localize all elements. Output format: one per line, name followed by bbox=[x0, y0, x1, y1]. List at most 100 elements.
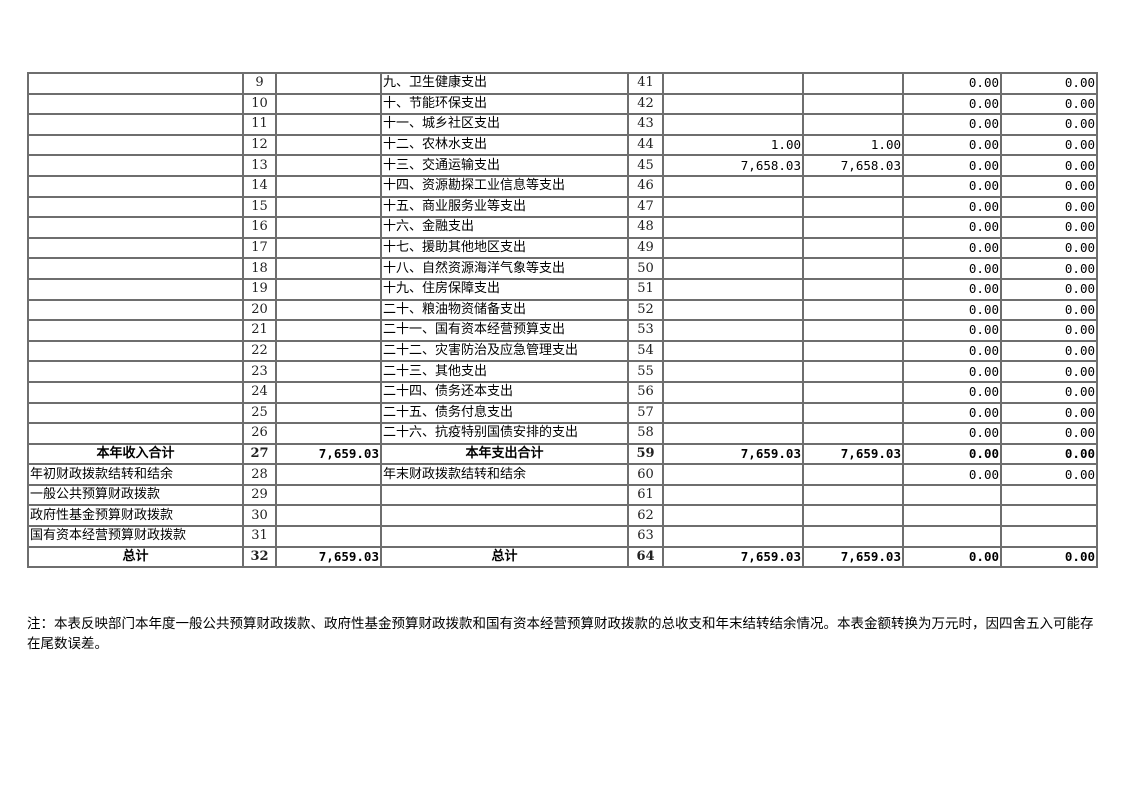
expense-col-4-cell: 0.00 bbox=[1000, 380, 1098, 404]
expense-item-cell: 十六、金融支出 bbox=[380, 216, 629, 239]
income-line-no-cell: 21 bbox=[242, 319, 277, 342]
expense-line-no-cell: 42 bbox=[627, 92, 664, 116]
income-item-cell bbox=[27, 422, 244, 445]
income-item-cell bbox=[27, 174, 244, 198]
income-line-no-cell: 32 bbox=[242, 545, 277, 569]
expense-col-2-cell bbox=[802, 380, 904, 404]
income-amount-cell bbox=[275, 380, 382, 404]
expense-item-cell bbox=[380, 483, 629, 507]
expense-item-cell: 十二、农林水支出 bbox=[380, 133, 629, 157]
expense-line-no-cell: 46 bbox=[627, 174, 664, 198]
table-row: 25 二十五、债务付息支出 57 0.00 0.00 bbox=[27, 401, 1098, 425]
income-item-cell: 一般公共预算财政拨款 bbox=[27, 483, 244, 507]
expense-col-2-cell bbox=[802, 195, 904, 219]
expense-col-4-cell: 0.00 bbox=[1000, 339, 1098, 363]
expense-line-no-cell: 59 bbox=[627, 442, 664, 466]
expense-col-2-cell bbox=[802, 298, 904, 322]
income-item-cell bbox=[27, 195, 244, 219]
expense-total-cell bbox=[662, 380, 804, 404]
expense-col-2-cell: 7,659.03 bbox=[802, 545, 904, 569]
income-amount-cell: 7,659.03 bbox=[275, 545, 382, 569]
income-amount-cell bbox=[275, 401, 382, 425]
expense-total-cell: 7,659.03 bbox=[662, 442, 804, 466]
expense-col-2-cell bbox=[802, 504, 904, 528]
expense-line-no-cell: 47 bbox=[627, 195, 664, 219]
expense-col-4-cell: 0.00 bbox=[1000, 401, 1098, 425]
income-item-cell bbox=[27, 257, 244, 280]
expense-line-no-cell: 60 bbox=[627, 463, 664, 486]
income-amount-cell bbox=[275, 319, 382, 342]
expense-col-3-cell: 0.00 bbox=[902, 216, 1002, 239]
expense-col-3-cell: 0.00 bbox=[902, 277, 1002, 301]
expense-item-cell: 二十五、债务付息支出 bbox=[380, 401, 629, 425]
income-amount-cell bbox=[275, 504, 382, 528]
income-item-cell: 总计 bbox=[27, 545, 244, 569]
table-row: 年初财政拨款结转和结余 28 年末财政拨款结转和结余 60 0.00 0.00 bbox=[27, 463, 1098, 486]
expense-col-3-cell: 0.00 bbox=[902, 174, 1002, 198]
expense-line-no-cell: 44 bbox=[627, 133, 664, 157]
expense-item-cell: 年末财政拨款结转和结余 bbox=[380, 463, 629, 486]
expense-total-cell bbox=[662, 113, 804, 136]
expense-item-cell: 二十四、债务还本支出 bbox=[380, 380, 629, 404]
expense-col-3-cell: 0.00 bbox=[902, 319, 1002, 342]
income-item-cell bbox=[27, 113, 244, 136]
income-amount-cell bbox=[275, 216, 382, 239]
expense-item-cell: 十三、交通运输支出 bbox=[380, 154, 629, 177]
income-line-no-cell: 22 bbox=[242, 339, 277, 363]
table-row: 22 二十二、灾害防治及应急管理支出 54 0.00 0.00 bbox=[27, 339, 1098, 363]
expense-col-4-cell: 0.00 bbox=[1000, 72, 1098, 95]
table-row: 10 十、节能环保支出 42 0.00 0.00 bbox=[27, 92, 1098, 116]
expense-col-4-cell: 0.00 bbox=[1000, 113, 1098, 136]
expense-item-cell: 二十六、抗疫特别国债安排的支出 bbox=[380, 422, 629, 445]
income-amount-cell bbox=[275, 525, 382, 548]
table-row: 11 十一、城乡社区支出 43 0.00 0.00 bbox=[27, 113, 1098, 136]
expense-item-cell: 十五、商业服务业等支出 bbox=[380, 195, 629, 219]
expense-col-2-cell bbox=[802, 174, 904, 198]
expense-total-cell bbox=[662, 422, 804, 445]
income-line-no-cell: 26 bbox=[242, 422, 277, 445]
expense-col-3-cell: 0.00 bbox=[902, 380, 1002, 404]
expense-col-2-cell: 7,658.03 bbox=[802, 154, 904, 177]
income-item-cell bbox=[27, 277, 244, 301]
income-amount-cell: 7,659.03 bbox=[275, 442, 382, 466]
budget-table: 9 九、卫生健康支出 41 0.00 0.00 10 十、节能环保支出 42 0.00 0.00 1… bbox=[27, 72, 1098, 569]
expense-col-3-cell: 0.00 bbox=[902, 133, 1002, 157]
income-amount-cell bbox=[275, 72, 382, 95]
income-amount-cell bbox=[275, 463, 382, 486]
expense-line-no-cell: 63 bbox=[627, 525, 664, 548]
income-amount-cell bbox=[275, 236, 382, 260]
table-row: 24 二十四、债务还本支出 56 0.00 0.00 bbox=[27, 380, 1098, 404]
income-line-no-cell: 20 bbox=[242, 298, 277, 322]
expense-item-cell: 十四、资源勘探工业信息等支出 bbox=[380, 174, 629, 198]
expense-col-4-cell: 0.00 bbox=[1000, 319, 1098, 342]
income-line-no-cell: 25 bbox=[242, 401, 277, 425]
expense-total-cell bbox=[662, 195, 804, 219]
expense-item-cell: 十一、城乡社区支出 bbox=[380, 113, 629, 136]
expense-col-2-cell bbox=[802, 113, 904, 136]
expense-line-no-cell: 64 bbox=[627, 545, 664, 569]
income-item-cell bbox=[27, 92, 244, 116]
expense-total-cell: 1.00 bbox=[662, 133, 804, 157]
expense-col-2-cell bbox=[802, 72, 904, 95]
expense-item-cell: 二十、粮油物资储备支出 bbox=[380, 298, 629, 322]
expense-line-no-cell: 61 bbox=[627, 483, 664, 507]
table-row: 政府性基金预算财政拨款 30 62 bbox=[27, 504, 1098, 528]
income-item-cell: 国有资本经营预算财政拨款 bbox=[27, 525, 244, 548]
income-item-cell bbox=[27, 380, 244, 404]
expense-total-cell bbox=[662, 236, 804, 260]
expense-col-2-cell bbox=[802, 483, 904, 507]
expense-col-3-cell: 0.00 bbox=[902, 298, 1002, 322]
income-line-no-cell: 23 bbox=[242, 360, 277, 383]
table-body: 9 九、卫生健康支出 41 0.00 0.00 10 十、节能环保支出 42 0.00 0.00 1… bbox=[27, 72, 1098, 569]
table-row: 13 十三、交通运输支出 45 7,658.03 7,658.03 0.00 0.00 bbox=[27, 154, 1098, 177]
expense-col-4-cell: 0.00 bbox=[1000, 174, 1098, 198]
expense-total-cell bbox=[662, 339, 804, 363]
table-row: 本年收入合计 27 7,659.03 本年支出合计 59 7,659.03 7,659.03… bbox=[27, 442, 1098, 466]
table-row: 14 十四、资源勘探工业信息等支出 46 0.00 0.00 bbox=[27, 174, 1098, 198]
expense-item-cell: 本年支出合计 bbox=[380, 442, 629, 466]
expense-total-cell bbox=[662, 174, 804, 198]
expense-line-no-cell: 62 bbox=[627, 504, 664, 528]
income-line-no-cell: 10 bbox=[242, 92, 277, 116]
expense-total-cell bbox=[662, 72, 804, 95]
income-item-cell: 年初财政拨款结转和结余 bbox=[27, 463, 244, 486]
